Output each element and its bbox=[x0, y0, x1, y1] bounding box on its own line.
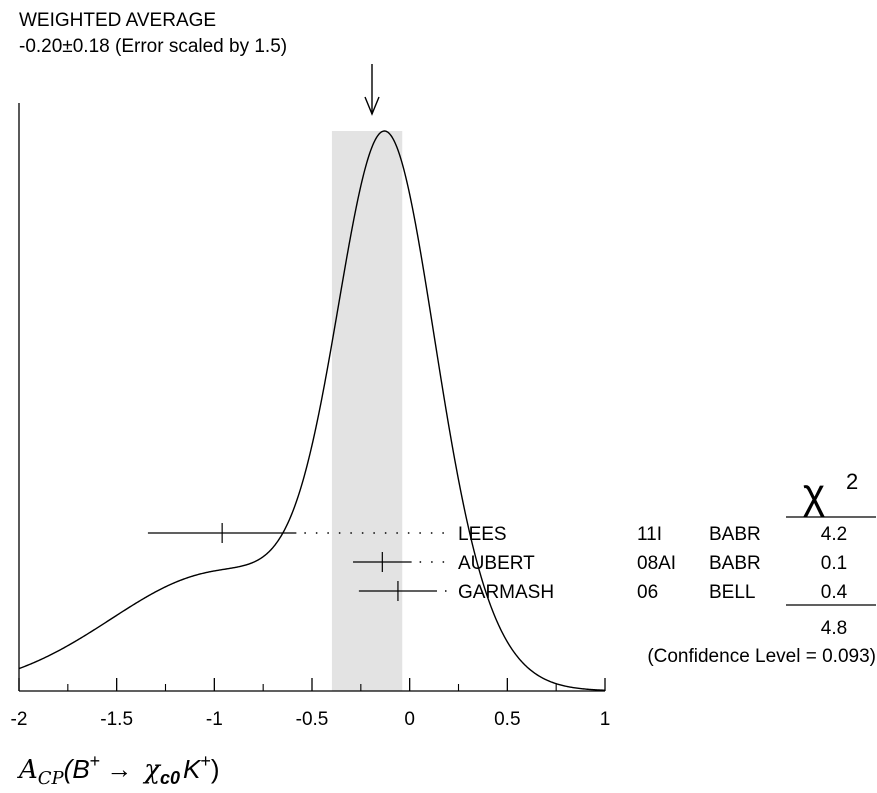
x-label-open: (B bbox=[64, 754, 90, 784]
measurement-row: LEES 11I BABR 4.2 bbox=[148, 523, 847, 545]
chi2-exponent: 2 bbox=[846, 469, 858, 494]
chi2-total: 4.8 bbox=[821, 618, 847, 639]
average-band bbox=[332, 131, 402, 691]
x-label-cp: CP bbox=[38, 768, 65, 789]
measurement-author: AUBERT bbox=[458, 553, 535, 574]
measurement-year: 08AI bbox=[637, 553, 676, 574]
x-tick-label: 0.5 bbox=[494, 709, 520, 730]
x-tick-label: 0 bbox=[404, 709, 415, 730]
x-label-c0: c0 bbox=[160, 768, 180, 788]
measurement-chi2: 4.2 bbox=[821, 524, 847, 545]
measurement-experiment: BELL bbox=[709, 582, 755, 603]
average-arrow bbox=[365, 64, 379, 114]
chi2-symbol: χ bbox=[803, 470, 825, 517]
x-label-k: K bbox=[183, 754, 202, 784]
x-label-a: A bbox=[17, 755, 38, 785]
x-tick-label: 1 bbox=[600, 709, 611, 730]
measurement-chi2: 0.1 bbox=[821, 553, 847, 574]
chart-subtitle: -0.20±0.18 (Error scaled by 1.5) bbox=[19, 36, 287, 57]
confidence-level: (Confidence Level = 0.093) bbox=[647, 646, 876, 667]
x-tick-label: -0.5 bbox=[296, 709, 329, 730]
chart-title: WEIGHTED AVERAGE bbox=[19, 10, 216, 31]
measurement-year: 11I bbox=[637, 524, 662, 545]
measurement-experiment: BABR bbox=[709, 553, 761, 574]
x-label-close: ) bbox=[211, 754, 220, 784]
x-label-arrow: → bbox=[106, 754, 132, 784]
measurement-row: AUBERT 08AI BABR 0.1 bbox=[353, 552, 847, 574]
measurement-year: 06 bbox=[637, 582, 658, 603]
ideogram-curve bbox=[19, 131, 605, 690]
measurement-author: LEES bbox=[458, 524, 507, 545]
measurement-row: GARMASH 06 BELL 0.4 bbox=[359, 581, 848, 603]
x-label-bsup: + bbox=[90, 751, 101, 771]
measurement-author: GARMASH bbox=[458, 582, 554, 603]
measurement-chi2: 0.4 bbox=[821, 582, 848, 603]
x-axis-label: ACP(B+ → χc0 K+) bbox=[17, 751, 220, 789]
x-label-ksup: + bbox=[200, 751, 211, 771]
measurement-experiment: BABR bbox=[709, 524, 761, 545]
x-tick-label: -2 bbox=[11, 709, 28, 730]
x-tick-label: -1 bbox=[206, 709, 223, 730]
x-tick-label: -1.5 bbox=[100, 709, 133, 730]
